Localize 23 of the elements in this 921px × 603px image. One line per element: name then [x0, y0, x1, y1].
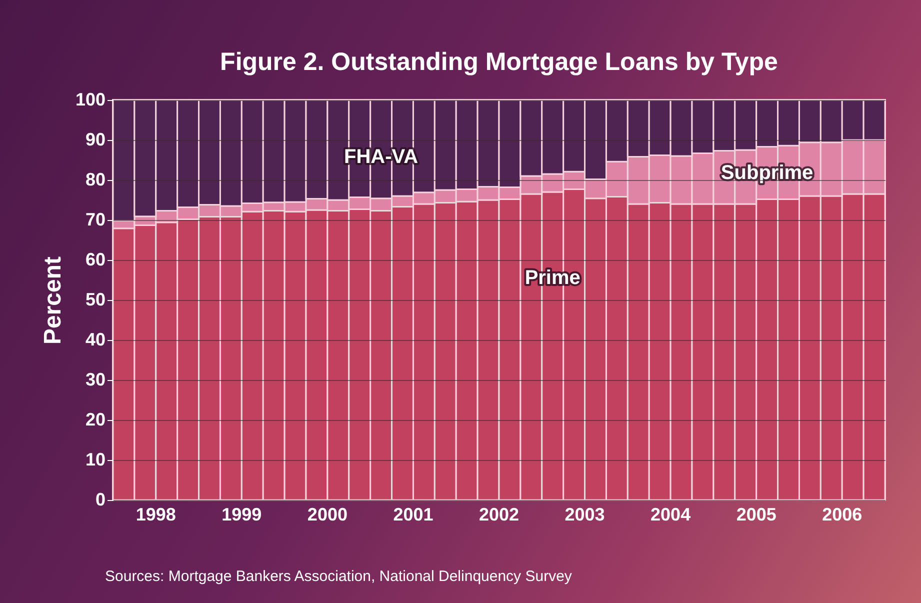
x-tick-label: 1998 — [136, 504, 176, 524]
y-tick-label: 40 — [85, 330, 106, 350]
x-tick-label: 2003 — [564, 504, 605, 524]
y-axis-title: Percent — [39, 256, 66, 345]
source-note: Sources: Mortgage Bankers Association, National Delinquency Survey — [105, 568, 572, 585]
x-tick-label: 2004 — [650, 504, 691, 524]
y-tick-label: 70 — [85, 210, 106, 230]
y-tick-label: 10 — [85, 450, 106, 470]
x-tick-label: 2005 — [736, 504, 776, 524]
y-tick-label: 100 — [75, 90, 106, 110]
y-tick-label: 90 — [85, 130, 106, 150]
y-tick-label: 30 — [85, 370, 106, 390]
x-tick-label: 2001 — [393, 504, 434, 524]
y-tick-label: 20 — [85, 410, 106, 430]
y-tick-label: 80 — [85, 170, 106, 190]
y-tick-label: 50 — [85, 290, 106, 310]
x-tick-label: 2000 — [307, 504, 348, 524]
y-tick-label: 60 — [85, 250, 106, 270]
y-tick-label: 0 — [95, 490, 106, 510]
x-tick-label: 2002 — [478, 504, 520, 524]
chart-title: Figure 2. Outstanding Mortgage Loans by Type — [220, 48, 778, 76]
x-tick-label: 2006 — [822, 504, 862, 524]
x-tick-label: 1999 — [222, 504, 262, 524]
